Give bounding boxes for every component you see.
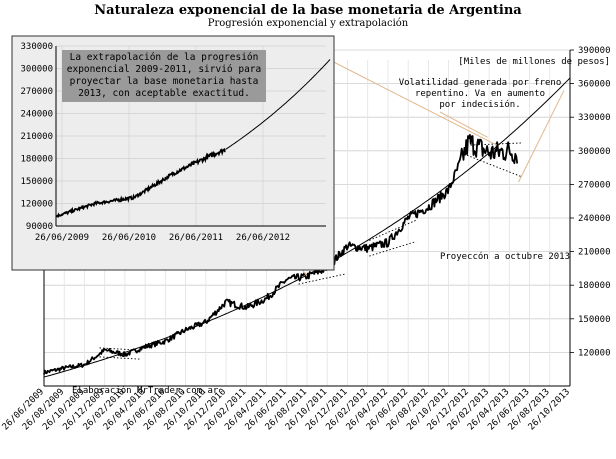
annotation-volatility-line-1: Volatilidad generada por freno [399,78,562,88]
chart-subtitle: Progresión exponencial y extrapolación [207,18,409,29]
y-tick-label: 210000 [578,248,611,258]
inset-annotation: La extrapolación de la progresión expone… [62,50,266,102]
annotation-volatility-line-2: repentino. Va en aumento [415,89,545,99]
inset-x-tick-label: 26/06/2011 [169,233,223,243]
channel-guide [466,154,522,177]
inset-y-tick-label: 300000 [20,65,53,75]
y-tick-label: 330000 [578,113,611,123]
inset-y-tick-label: 330000 [20,42,53,52]
channel-guide [298,273,346,285]
inset-y-tick-label: 120000 [20,200,53,210]
y-tick-label: 270000 [578,180,611,190]
connector-line [518,90,565,183]
connector-line [439,111,488,138]
y-axis-label: [Miles de millones de pesos] [458,57,610,67]
annotation-volatility-line-3: por indecisión. [439,99,520,110]
y-tick-label: 360000 [578,80,611,90]
connector-line [328,59,498,146]
inset-y-tick-label: 150000 [20,177,53,187]
channel-guide [369,219,417,241]
inset-y-tick-label: 180000 [20,155,53,165]
y-tick-label: 150000 [578,315,611,325]
chart-title: Naturaleza exponencial de la base moneta… [94,3,522,18]
y-tick-label: 180000 [578,281,611,291]
series-base-monetaria [43,133,519,375]
inset-series-extrapolation [225,59,331,150]
annotation-credit: Elaboración MrTrader.com.ar [72,385,219,396]
inset-series-base-monetaria [55,147,226,219]
inset-y-tick-label: 210000 [20,132,53,142]
channel-guide [369,241,417,257]
inset-x-tick-label: 26/06/2009 [35,233,89,243]
y-tick-label: 390000 [578,46,611,56]
annotation-projection: Proyeccón a octubre 2013 [440,251,570,262]
inset-y-tick-label: 90000 [26,222,53,232]
y-tick-label: 300000 [578,147,611,157]
y-tick-label: 120000 [578,348,611,358]
inset-y-tick-label: 240000 [20,110,53,120]
inset-y-tick-label: 270000 [20,87,53,97]
inset-x-tick-label: 26/06/2010 [102,233,156,243]
y-tick-label: 240000 [578,214,611,224]
series-exponential-trend [43,77,571,378]
inset-x-tick-label: 26/06/2012 [236,233,290,243]
